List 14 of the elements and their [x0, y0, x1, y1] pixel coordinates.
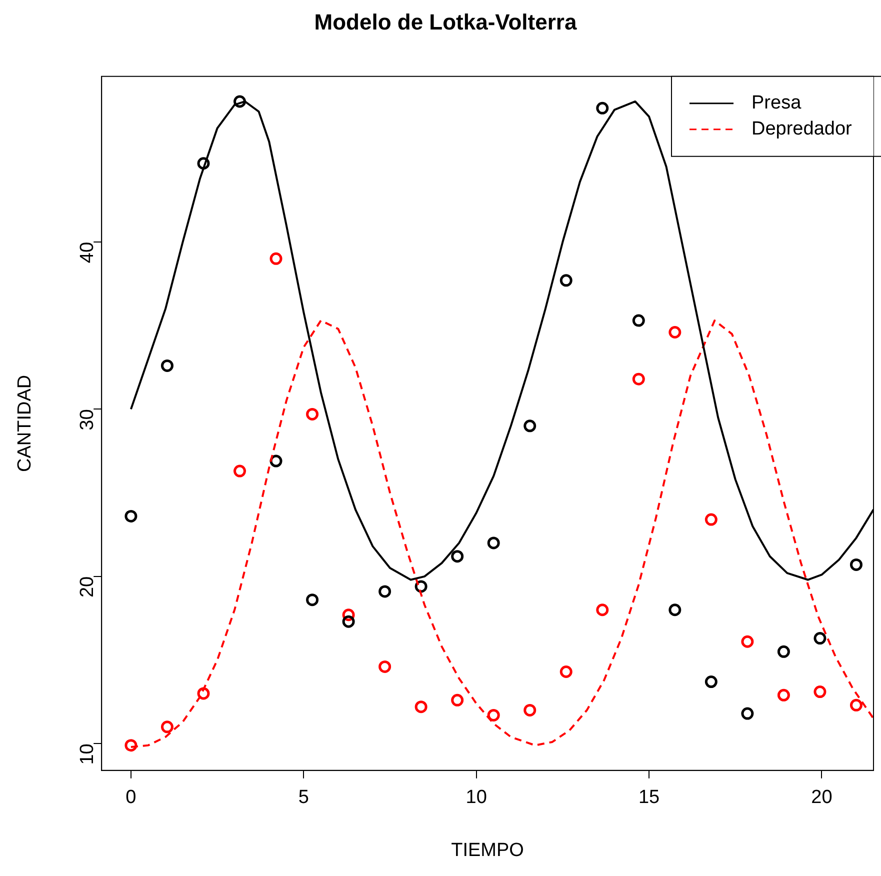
- legend-label: Depredador: [752, 118, 853, 140]
- x-tick-label: 5: [298, 787, 309, 808]
- y-tick-label: 20: [76, 576, 98, 598]
- y-tick-label: 10: [76, 744, 98, 765]
- x-axis-title: TIEMPO: [451, 840, 524, 861]
- x-tick-label: 10: [466, 787, 487, 808]
- x-tick-label: 20: [811, 787, 832, 808]
- y-tick-label: 30: [76, 409, 98, 430]
- y-tick-label: 40: [76, 242, 98, 264]
- legend-label: Presa: [752, 92, 802, 114]
- chart-title: Modelo de Lotka-Volterra: [314, 9, 578, 34]
- x-tick-label: 15: [638, 787, 660, 808]
- y-axis-title: CANTIDAD: [14, 374, 36, 472]
- x-tick-label: 0: [126, 787, 136, 808]
